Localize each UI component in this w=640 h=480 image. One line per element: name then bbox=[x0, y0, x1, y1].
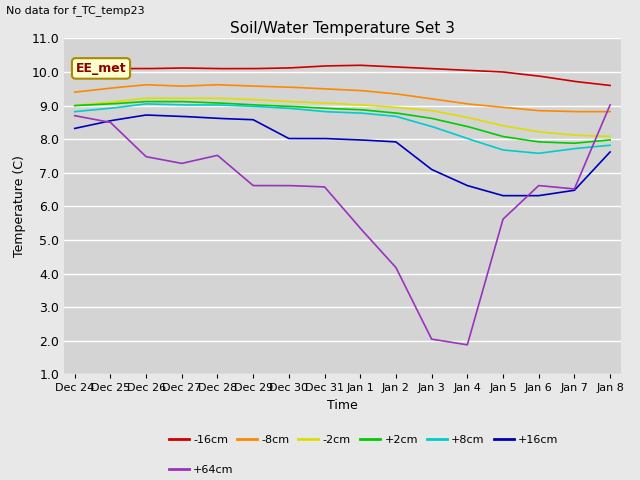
Y-axis label: Temperature (C): Temperature (C) bbox=[13, 156, 26, 257]
X-axis label: Time: Time bbox=[327, 399, 358, 412]
Text: EE_met: EE_met bbox=[76, 62, 126, 75]
Text: No data for f_TC_temp23: No data for f_TC_temp23 bbox=[6, 5, 145, 16]
Legend: +64cm: +64cm bbox=[164, 461, 238, 480]
Title: Soil/Water Temperature Set 3: Soil/Water Temperature Set 3 bbox=[230, 21, 455, 36]
